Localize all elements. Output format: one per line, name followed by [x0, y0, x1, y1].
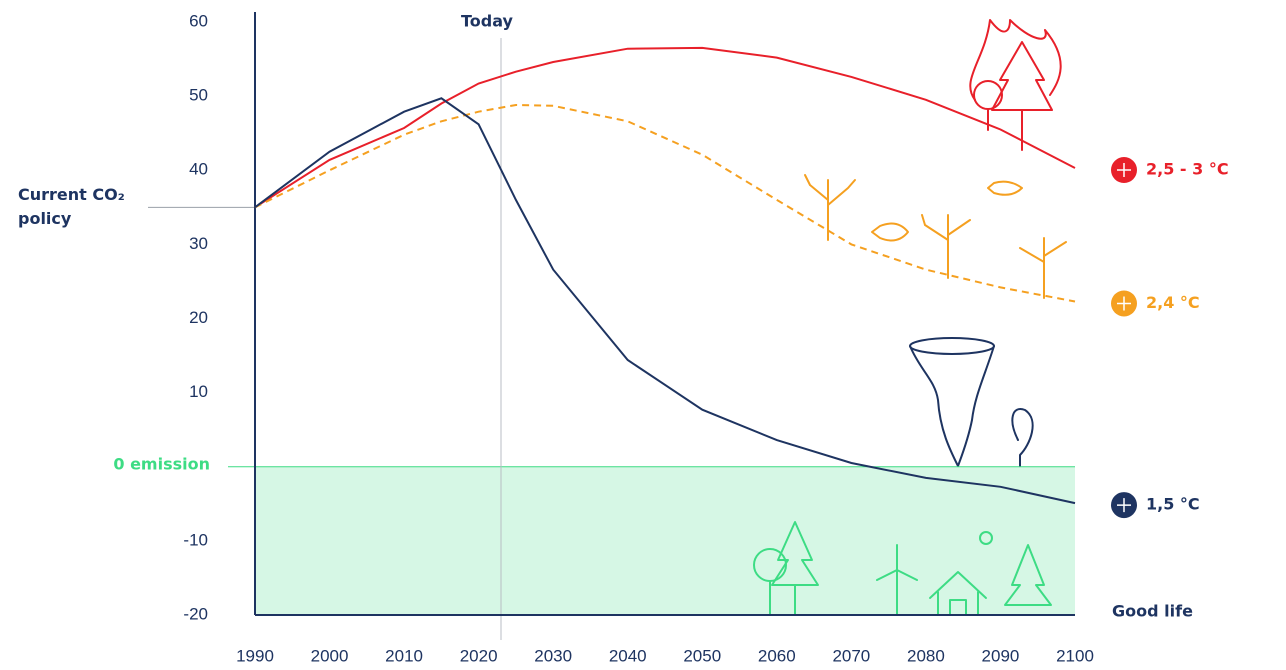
x-tick-label: 2030	[534, 646, 572, 665]
y-tick-label: -10	[183, 530, 208, 549]
today-label: Today	[461, 12, 514, 31]
series-line	[254, 97, 1076, 505]
legend-entry: 2,5 - 3 °C	[1111, 157, 1229, 184]
x-tick-label: 2060	[758, 646, 796, 665]
y-tick-label: 40	[189, 160, 208, 179]
x-tick-label: 2020	[460, 646, 498, 665]
x-tick-label: 2010	[385, 646, 423, 665]
legend-entry: 2,4 °C	[1111, 290, 1200, 317]
legend-label: 2,4 °C	[1146, 293, 1200, 312]
y-tick-label: 10	[189, 382, 208, 401]
policy-label: policy	[18, 209, 72, 228]
x-tick-label: 2050	[683, 646, 721, 665]
x-tick-label: 2040	[609, 646, 647, 665]
y-tick-label: -20	[183, 604, 208, 623]
tornado-icon	[909, 337, 1034, 467]
y-tick-label: 50	[189, 86, 208, 105]
y-tick-label: 20	[189, 308, 208, 327]
good-life-label: Good life	[1112, 602, 1193, 621]
legend-plus	[1117, 163, 1131, 178]
legend-plus	[1117, 296, 1131, 311]
dry-trees-icon	[804, 174, 1067, 299]
x-tick-label: 2090	[982, 646, 1020, 665]
x-tick-label: 1990	[236, 646, 274, 665]
y-tick-label: 30	[189, 234, 208, 253]
zero-zone	[255, 466, 1075, 615]
policy-label: Current CO₂	[18, 185, 125, 204]
zero-label: 0 emission	[113, 454, 210, 473]
legend-entry: 1,5 °C	[1111, 492, 1200, 519]
legend-plus	[1117, 498, 1131, 513]
icons	[753, 19, 1067, 616]
legend-label: 2,5 - 3 °C	[1146, 160, 1229, 179]
x-tick-label: 2000	[311, 646, 349, 665]
y-tick-label: 60	[189, 11, 208, 30]
x-tick-label: 2070	[832, 646, 870, 665]
series-line	[254, 103, 1076, 303]
x-tick-label: 2080	[907, 646, 945, 665]
series-line	[254, 46, 1076, 209]
green-icons	[753, 521, 1052, 616]
legend-label: 1,5 °C	[1146, 495, 1200, 514]
fire-icon	[969, 19, 1062, 151]
x-tick-label: 2100	[1056, 646, 1094, 665]
